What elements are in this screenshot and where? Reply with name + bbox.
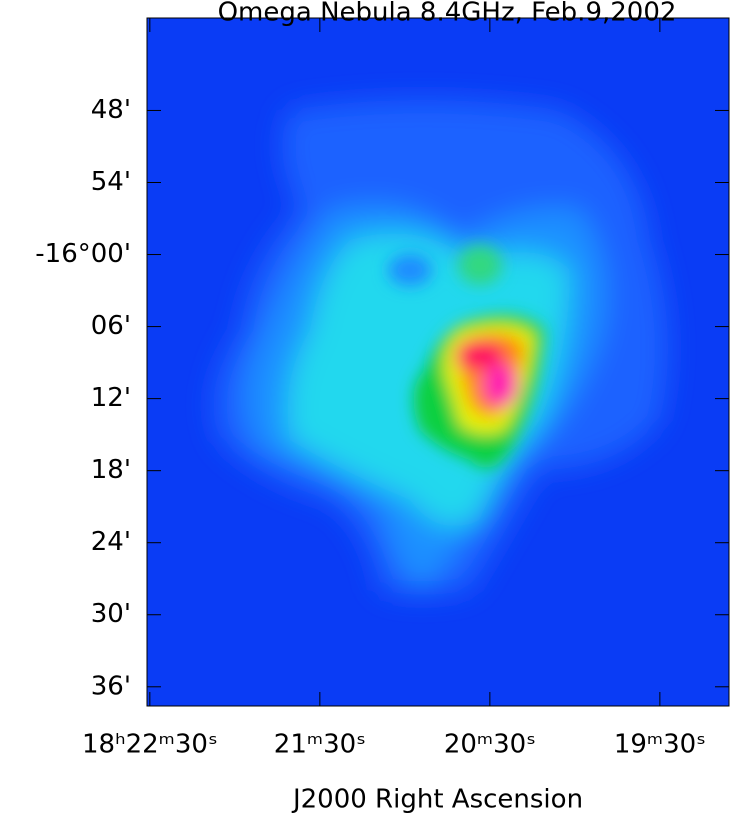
- chart-title: Omega Nebula 8.4GHz, Feb.9,2002: [218, 0, 677, 28]
- x-tick-label: 19ᵐ30ˢ: [614, 730, 706, 760]
- x-tick-label: 20ᵐ30ˢ: [444, 730, 536, 760]
- plot-frame: [146, 17, 730, 707]
- x-axis-label: J2000 Right Ascension: [291, 785, 583, 815]
- x-tick-label: 21ᵐ30ˢ: [274, 730, 366, 760]
- y-tick-label: 30': [91, 599, 131, 629]
- y-tick-label: 24': [91, 527, 131, 557]
- y-tick-label: 54': [91, 167, 131, 197]
- radio-map: [147, 18, 729, 706]
- y-tick-label: -16°00': [35, 239, 131, 269]
- y-tick-label: 06': [91, 311, 131, 341]
- y-tick-label: 48': [91, 95, 131, 125]
- y-tick-label: 36': [91, 671, 131, 701]
- y-tick-label: 12': [91, 383, 131, 413]
- y-tick-label: 18': [91, 455, 131, 485]
- x-tick-label: 18ʰ22ᵐ30ˢ: [82, 730, 218, 760]
